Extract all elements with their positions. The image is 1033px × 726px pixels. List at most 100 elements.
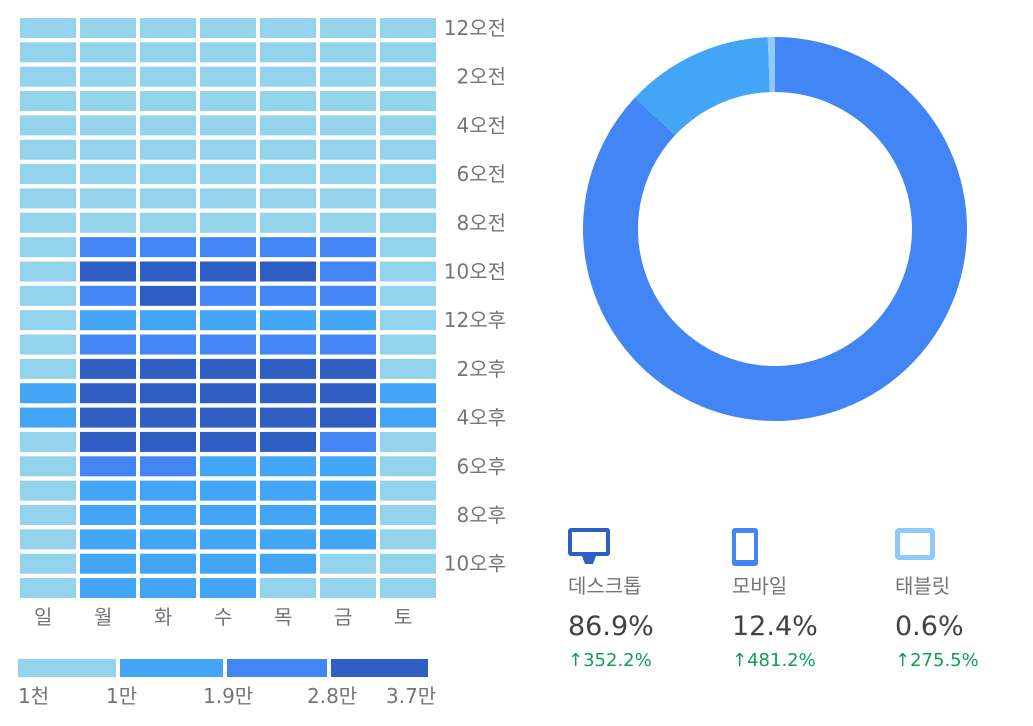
heatmap-cell (380, 66, 436, 87)
heatmap-cell (380, 334, 436, 355)
heatmap-cell (20, 91, 76, 112)
heatmap-cell (140, 456, 196, 477)
heatmap-cell (320, 505, 376, 525)
heatmap-chart: 12오전 2오전 4오전 6오전 8오전 10오전 12오후 2오후 4오후 6오후 8오후 10오후… (18, 16, 506, 708)
heatmap-cell (200, 578, 256, 599)
heatmap-cell (320, 261, 376, 282)
heatmap-cell (200, 456, 256, 477)
hour-label: 8오후 (456, 503, 506, 527)
heatmap-cell (140, 480, 196, 501)
heatmap-cell (320, 18, 376, 38)
heatmap-cell (380, 407, 436, 428)
heatmap-cell (200, 188, 256, 209)
heatmap-cell (140, 285, 196, 306)
heatmap-cell (140, 529, 196, 550)
legend-label: 1만 (106, 684, 137, 708)
heatmap-cell (140, 42, 196, 63)
heatmap-cell (20, 578, 76, 599)
heatmap-cell (260, 553, 316, 574)
heatmap-cell (20, 456, 76, 477)
heatmap-cell (20, 334, 76, 355)
hour-label: 12오전 (444, 16, 506, 40)
heatmap-cell (200, 285, 256, 306)
device-mobile: 모바일 12.4% ↑481.2% (732, 528, 882, 671)
hour-label: 2오후 (456, 357, 506, 381)
heatmap-cell (380, 456, 436, 477)
heatmap-cell (140, 334, 196, 355)
legend-swatch (227, 659, 327, 677)
heatmap-cell (260, 334, 316, 355)
heatmap-cell (80, 578, 136, 599)
heatmap-cell (380, 91, 436, 112)
up-arrow-icon: ↑ (568, 650, 584, 671)
heatmap-cell (140, 407, 196, 428)
heatmap-cell (380, 431, 436, 452)
up-arrow-icon: ↑ (895, 650, 911, 671)
device-percentage: 12.4% (732, 611, 818, 642)
heatmap-cell (260, 115, 316, 136)
heatmap-cell (80, 139, 136, 160)
heatmap-cell (320, 529, 376, 550)
heatmap-cell (260, 212, 316, 233)
heatmap-cell (140, 431, 196, 452)
legend-swatch (120, 659, 223, 677)
device-percentage: 0.6% (895, 611, 964, 642)
heatmap-cell (260, 285, 316, 306)
heatmap-cell (260, 505, 316, 525)
heatmap-cell (380, 529, 436, 550)
heatmap-cell (140, 139, 196, 160)
heatmap-cell (320, 66, 376, 87)
heatmap-cell (380, 115, 436, 136)
heatmap-cell (320, 310, 376, 331)
heatmap-cell (200, 407, 256, 428)
heatmap-cell (140, 358, 196, 379)
heatmap-cell (260, 188, 316, 209)
day-label: 월 (94, 605, 112, 629)
heatmap-cell (260, 578, 316, 599)
heatmap-cell (80, 529, 136, 550)
hour-label: 6오후 (456, 454, 506, 478)
day-label: 일 (34, 605, 52, 629)
heatmap-cell (260, 407, 316, 428)
heatmap-cell (380, 358, 436, 379)
heatmap-cell (140, 66, 196, 87)
heatmap-cell (80, 285, 136, 306)
device-change: ↑275.5% (895, 650, 1033, 671)
change-value: 352.2% (583, 650, 652, 671)
heatmap-cell (200, 115, 256, 136)
heatmap-cell (140, 18, 196, 38)
device-percentage: 86.9% (568, 611, 654, 642)
heatmap-cell (320, 188, 376, 209)
heatmap-cell (320, 456, 376, 477)
heatmap-cell (140, 310, 196, 331)
heatmap-cell (20, 261, 76, 282)
heatmap-cell (380, 480, 436, 501)
donut-slice (634, 37, 770, 136)
heatmap-cell (200, 505, 256, 525)
heatmap-cell (200, 358, 256, 379)
device-tablet: 태블릿 0.6% ↑275.5% (895, 528, 1033, 671)
heatmap-cell (140, 164, 196, 185)
heatmap-cell (80, 358, 136, 379)
heatmap-cell (380, 505, 436, 525)
heatmap-cell (260, 456, 316, 477)
device-name: 태블릿 (895, 574, 951, 598)
heatmap-cell (80, 407, 136, 428)
device-change: ↑481.2% (732, 650, 882, 671)
heatmap-cell (260, 261, 316, 282)
heatmap-cell (80, 212, 136, 233)
heatmap-cell (200, 42, 256, 63)
heatmap-cell (260, 42, 316, 63)
heatmap-cell (20, 18, 76, 38)
heatmap-cell (140, 188, 196, 209)
heatmap-cell (200, 529, 256, 550)
heatmap-cell (380, 310, 436, 331)
change-value: 275.5% (910, 650, 979, 671)
heatmap-cell (140, 115, 196, 136)
heatmap-cell (80, 553, 136, 574)
hour-label: 4오후 (456, 406, 506, 430)
heatmap-cell (80, 237, 136, 258)
heatmap-cell (320, 407, 376, 428)
donut-chart (583, 37, 967, 422)
heatmap-cell (200, 310, 256, 331)
